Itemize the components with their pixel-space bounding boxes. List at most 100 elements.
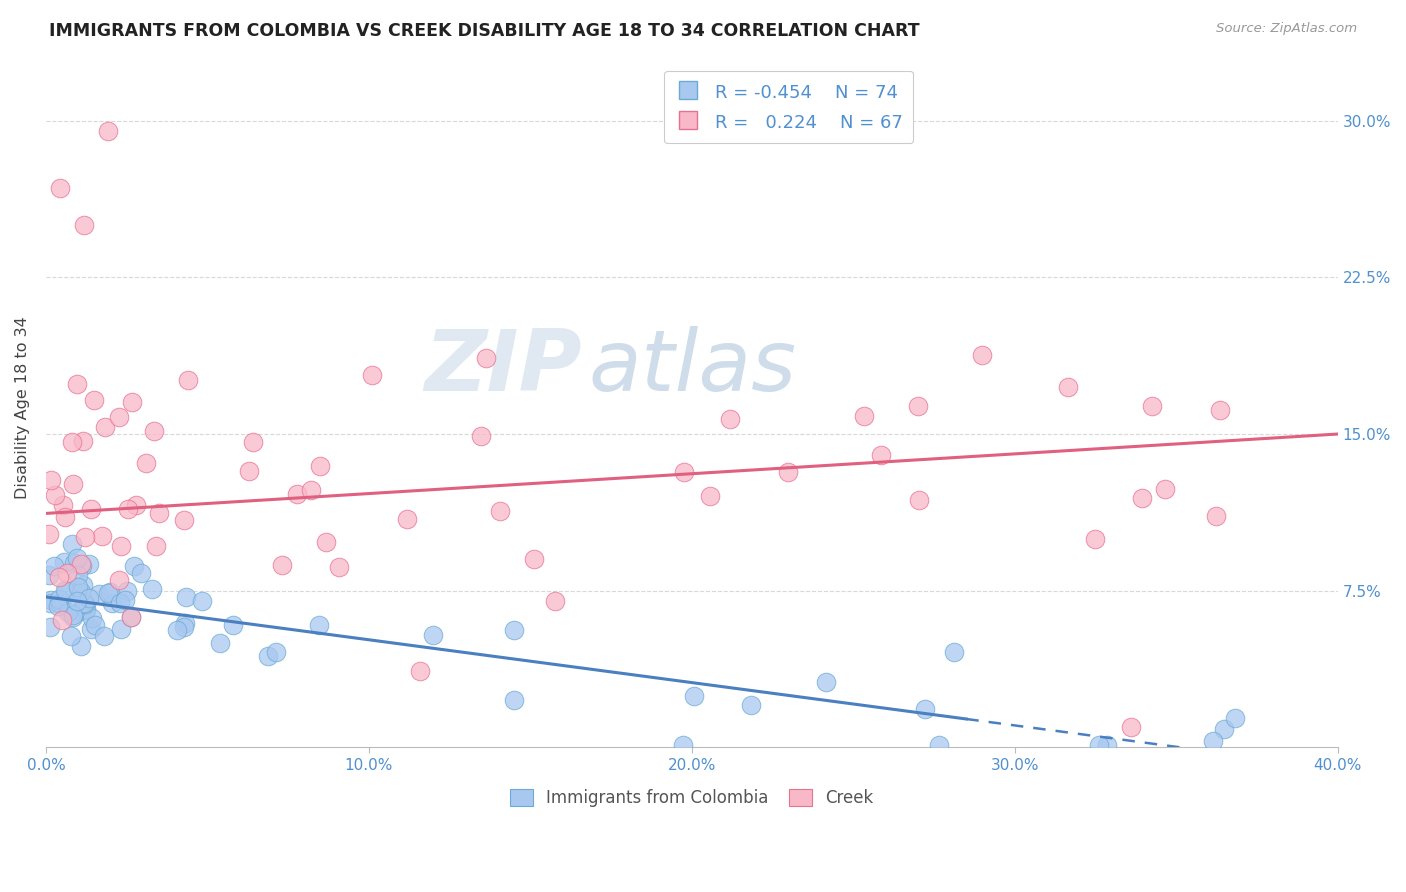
- Point: [328, 559, 350, 574]
- Point: [299, 483, 322, 498]
- Point: [120, 610, 142, 624]
- Point: [361, 368, 384, 382]
- Point: [503, 623, 526, 637]
- Point: [256, 649, 278, 664]
- Point: [242, 435, 264, 450]
- Point: [174, 590, 197, 604]
- Point: [672, 465, 695, 479]
- Point: [75, 597, 97, 611]
- Point: [69, 604, 91, 618]
- Point: [173, 513, 195, 527]
- Point: [73, 596, 96, 610]
- Point: [110, 622, 132, 636]
- Point: [523, 552, 546, 566]
- Point: [285, 487, 308, 501]
- Point: [55, 584, 77, 599]
- Point: [53, 583, 76, 598]
- Point: [120, 609, 142, 624]
- Point: [209, 636, 232, 650]
- Point: [62, 607, 84, 622]
- Point: [101, 596, 124, 610]
- Point: [908, 492, 931, 507]
- Point: [60, 630, 83, 644]
- Point: [141, 582, 163, 597]
- Point: [148, 506, 170, 520]
- Point: [97, 124, 120, 138]
- Point: [475, 351, 498, 366]
- Point: [77, 558, 100, 572]
- Point: [682, 690, 704, 704]
- Point: [75, 603, 97, 617]
- Point: [115, 583, 138, 598]
- Point: [89, 586, 111, 600]
- Point: [129, 566, 152, 581]
- Point: [98, 584, 121, 599]
- Point: [166, 624, 188, 638]
- Point: [38, 527, 60, 541]
- Point: [814, 675, 837, 690]
- Point: [943, 645, 966, 659]
- Point: [97, 586, 120, 600]
- Point: [107, 573, 129, 587]
- Point: [1088, 738, 1111, 752]
- Point: [72, 578, 94, 592]
- Point: [1153, 483, 1175, 497]
- Point: [49, 597, 72, 611]
- Point: [1205, 509, 1227, 524]
- Point: [53, 510, 76, 524]
- Point: [108, 410, 131, 425]
- Point: [62, 476, 84, 491]
- Point: [39, 593, 62, 607]
- Point: [173, 620, 195, 634]
- Point: [488, 504, 510, 518]
- Text: IMMIGRANTS FROM COLOMBIA VS CREEK DISABILITY AGE 18 TO 34 CORRELATION CHART: IMMIGRANTS FROM COLOMBIA VS CREEK DISABI…: [49, 22, 920, 40]
- Text: atlas: atlas: [589, 326, 796, 409]
- Point: [91, 529, 114, 543]
- Point: [544, 594, 567, 608]
- Point: [145, 539, 167, 553]
- Point: [39, 596, 62, 610]
- Point: [93, 629, 115, 643]
- Point: [75, 602, 97, 616]
- Point: [60, 434, 83, 449]
- Point: [56, 605, 79, 619]
- Point: [73, 218, 96, 232]
- Point: [80, 622, 103, 636]
- Point: [67, 580, 90, 594]
- Point: [1140, 400, 1163, 414]
- Point: [718, 411, 741, 425]
- Point: [1084, 533, 1107, 547]
- Point: [308, 618, 330, 632]
- Point: [77, 591, 100, 605]
- Point: [396, 512, 419, 526]
- Point: [238, 464, 260, 478]
- Text: Source: ZipAtlas.com: Source: ZipAtlas.com: [1216, 22, 1357, 36]
- Text: ZIP: ZIP: [425, 326, 582, 409]
- Point: [62, 610, 84, 624]
- Point: [51, 597, 73, 611]
- Point: [142, 424, 165, 438]
- Point: [117, 502, 139, 516]
- Point: [52, 499, 75, 513]
- Point: [121, 395, 143, 409]
- Point: [907, 399, 929, 413]
- Point: [84, 618, 107, 632]
- Point: [110, 539, 132, 553]
- Point: [83, 393, 105, 408]
- Point: [190, 594, 212, 608]
- Point: [776, 466, 799, 480]
- Point: [51, 613, 73, 627]
- Point: [66, 377, 89, 392]
- Y-axis label: Disability Age 18 to 34: Disability Age 18 to 34: [15, 317, 30, 500]
- Point: [114, 592, 136, 607]
- Point: [1208, 403, 1230, 417]
- Point: [56, 566, 79, 581]
- Point: [699, 489, 721, 503]
- Point: [48, 592, 70, 607]
- Point: [48, 570, 70, 584]
- Point: [44, 488, 66, 502]
- Point: [928, 738, 950, 752]
- Point: [177, 373, 200, 387]
- Point: [222, 617, 245, 632]
- Point: [46, 599, 69, 613]
